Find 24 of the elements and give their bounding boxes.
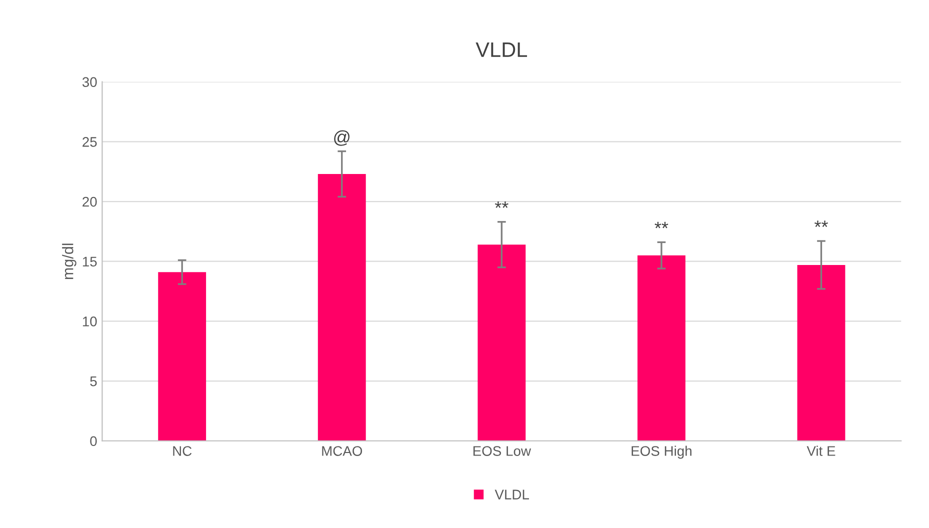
y-axis-title: mg/dl xyxy=(62,244,76,280)
x-tick-label: Vit E xyxy=(806,446,836,456)
bar xyxy=(318,174,366,441)
annotation: @ xyxy=(334,130,350,146)
y-tick-label: 20 xyxy=(82,196,97,207)
x-tick-label: MCAO xyxy=(322,446,362,456)
legend-label: VLDL xyxy=(494,490,529,500)
x-tick-label: NC xyxy=(173,446,192,456)
annotation: ** xyxy=(494,202,508,208)
y-tick-label: 0 xyxy=(90,436,97,446)
annotation: ** xyxy=(654,222,668,228)
y-tick-label: 10 xyxy=(82,316,97,326)
chart-title: VLDL xyxy=(476,42,528,57)
bar xyxy=(158,272,206,441)
x-tick-label: EOS High xyxy=(632,446,692,459)
bar xyxy=(637,255,686,441)
bar xyxy=(797,264,846,441)
bar xyxy=(478,244,526,441)
y-tick-label: 15 xyxy=(82,256,97,267)
annotation: ** xyxy=(814,220,828,228)
x-tick-label: EOS Low xyxy=(473,446,532,456)
y-tick-label: 25 xyxy=(82,137,97,147)
y-tick-label: 30 xyxy=(82,77,97,88)
y-tick-label: 5 xyxy=(90,376,97,386)
